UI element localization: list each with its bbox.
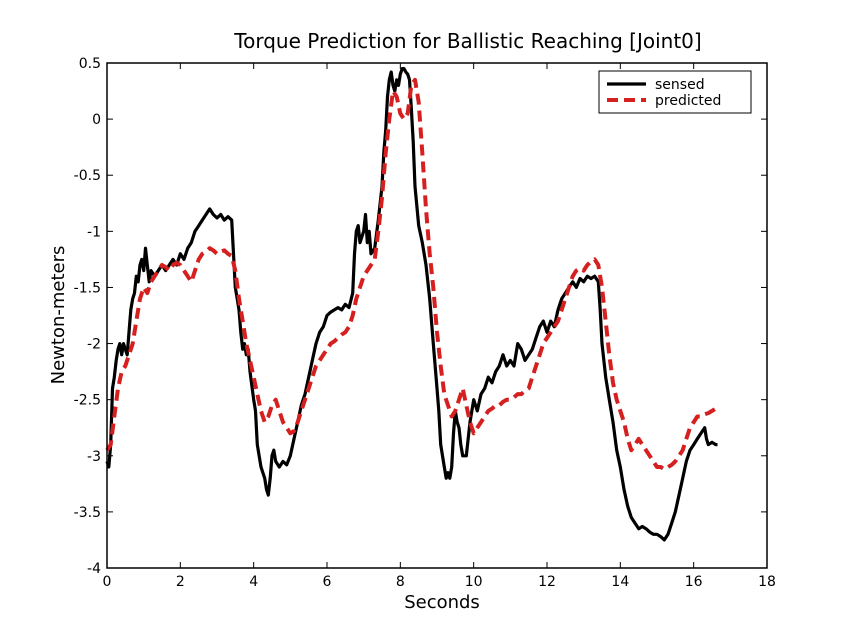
x-tick-label: 6	[323, 574, 332, 590]
legend-box	[598, 70, 752, 114]
legend: sensed predicted	[598, 70, 752, 114]
y-tick-label: -4	[87, 561, 101, 577]
series-line-predicted	[105, 77, 719, 472]
y-tick-label: -1	[87, 224, 101, 240]
y-tick-label: -1.5	[74, 280, 101, 296]
legend-label-predicted: predicted	[655, 93, 721, 109]
legend-label-sensed: sensed	[655, 77, 705, 93]
y-tick-label: 0.5	[79, 56, 101, 72]
plot-frame	[106, 62, 768, 569]
x-tick-label: 2	[176, 574, 185, 590]
y-tick-label: 0	[92, 112, 101, 128]
x-tick-label: 12	[538, 574, 556, 590]
x-tick-label: 0	[103, 574, 112, 590]
y-axis: 0.5 0 -0.5 -1 -1.5 -2 -2.5 -3 -3.5 -4	[74, 56, 767, 577]
plot-series	[105, 67, 719, 542]
y-tick-label: -3.5	[74, 505, 101, 521]
x-axis: 0 2 4 6 8 10 12 14 16 18	[103, 63, 776, 590]
x-tick-label: 18	[758, 574, 776, 590]
y-tick-label: -2	[87, 337, 101, 353]
chart-title: Torque Prediction for Ballistic Reaching…	[233, 29, 701, 53]
x-axis-label: Seconds	[404, 592, 480, 613]
y-axis-label: Newton-meters	[48, 246, 69, 385]
series-line-sensed	[105, 67, 718, 542]
y-tick-label: -0.5	[74, 168, 101, 184]
x-tick-label: 4	[249, 574, 258, 590]
x-tick-label: 16	[685, 574, 703, 590]
x-tick-label: 8	[396, 574, 405, 590]
x-tick-label: 10	[465, 574, 483, 590]
x-tick-label: 14	[611, 574, 629, 590]
y-tick-label: -3	[87, 449, 101, 465]
y-tick-label: -2.5	[74, 393, 101, 409]
